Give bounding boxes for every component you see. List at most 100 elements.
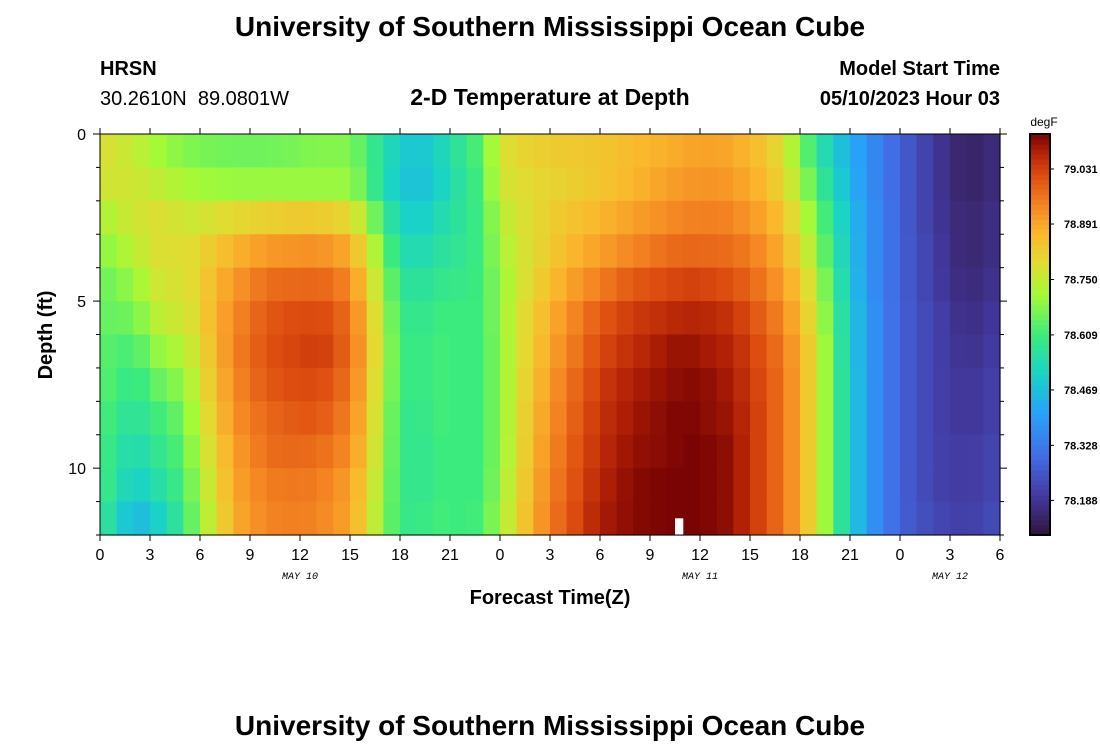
heatmap-cell — [133, 434, 151, 469]
heatmap-cell — [900, 234, 918, 269]
heatmap-cell — [533, 334, 551, 369]
heatmap-cell — [466, 468, 484, 503]
heatmap-cell — [216, 267, 234, 302]
heatmap-cell — [766, 334, 784, 369]
heatmap-cell — [216, 501, 234, 536]
heatmap-cell — [283, 301, 301, 336]
heatmap-cell — [650, 334, 668, 369]
heatmap-cell — [950, 334, 968, 369]
heatmap-cell — [800, 334, 818, 369]
heatmap-cell — [666, 334, 684, 369]
plot-title: 2-D Temperature at Depth — [410, 84, 689, 110]
heatmap-cell — [216, 334, 234, 369]
heatmap-cell — [516, 334, 534, 369]
heatmap-cell — [466, 234, 484, 269]
heatmap-cell — [700, 334, 718, 369]
heatmap-cell — [500, 501, 518, 536]
heatmap-cell — [566, 501, 584, 536]
colorbar-segment — [1030, 329, 1050, 336]
heatmap-cell — [600, 468, 618, 503]
heatmap-cell — [833, 367, 851, 402]
heatmap-cell — [716, 334, 734, 369]
colorbar-segment — [1030, 254, 1050, 260]
heatmap-cell — [566, 200, 584, 235]
heatmap-cell — [566, 301, 584, 336]
heatmap-cell — [433, 367, 451, 402]
heatmap-cell — [433, 200, 451, 235]
heatmap-cell — [850, 468, 868, 503]
heatmap-cell — [700, 434, 718, 469]
heatmap-cell — [933, 501, 951, 536]
colorbar-segment — [1030, 269, 1050, 275]
colorbar-segment — [1030, 449, 1050, 456]
heatmap-cell — [716, 167, 734, 202]
colorbar-segment — [1030, 354, 1050, 361]
colorbar-segment — [1030, 244, 1050, 250]
colorbar-segment — [1030, 239, 1050, 245]
heatmap-cell — [100, 200, 118, 235]
y-tick-label: 0 — [77, 127, 86, 144]
heatmap-cell — [416, 134, 434, 169]
heatmap-cell — [300, 134, 318, 169]
heatmap-cell — [150, 167, 168, 202]
heatmap-cell — [166, 501, 184, 536]
heatmap-cell — [983, 434, 1001, 469]
heatmap-cell — [966, 167, 984, 202]
colorbar-segment — [1030, 469, 1050, 476]
heatmap-cell — [533, 167, 551, 202]
heatmap-cell — [366, 200, 384, 235]
heatmap-cell — [383, 334, 401, 369]
heatmap-cell — [383, 200, 401, 235]
heatmap-cell — [750, 200, 768, 235]
heatmap-cell — [533, 401, 551, 436]
heatmap-cell — [166, 401, 184, 436]
colorbar-segment — [1030, 314, 1050, 321]
heatmap-cell — [666, 167, 684, 202]
heatmap-cell — [783, 134, 801, 169]
colorbar-segment — [1030, 519, 1050, 526]
heatmap-cell — [333, 200, 351, 235]
colorbar-segment — [1030, 499, 1050, 506]
heatmap-cell — [600, 200, 618, 235]
heatmap-cell — [616, 334, 634, 369]
heatmap-cell — [833, 134, 851, 169]
heatmap-cell — [583, 167, 601, 202]
heatmap-cell — [450, 200, 468, 235]
heatmap-cell — [750, 234, 768, 269]
heatmap-cell — [833, 234, 851, 269]
heatmap-cell — [500, 434, 518, 469]
heatmap-cell — [400, 134, 418, 169]
heatmap-cell — [950, 267, 968, 302]
heatmap-cell — [266, 167, 284, 202]
heatmap-cell — [700, 367, 718, 402]
heatmap-cell — [550, 234, 568, 269]
y-tick-labels: 0 5 10 — [68, 127, 86, 478]
heatmap-cell — [633, 434, 651, 469]
heatmap-cell — [900, 134, 918, 169]
colorbar-segment — [1030, 224, 1050, 230]
heatmap-cell — [700, 267, 718, 302]
heatmap-cell — [916, 134, 934, 169]
heatmap-cell — [366, 167, 384, 202]
heatmap-cell — [250, 434, 268, 469]
heatmap-cell — [966, 468, 984, 503]
heatmap-cell — [250, 167, 268, 202]
heatmap-cell — [900, 401, 918, 436]
colorbar-segment — [1030, 459, 1050, 466]
heatmap-cell — [133, 134, 151, 169]
heatmap-cell — [816, 200, 834, 235]
heatmap-cell — [183, 234, 201, 269]
heatmap-cell — [416, 200, 434, 235]
heatmap-cell — [733, 167, 751, 202]
heatmap-cell — [666, 434, 684, 469]
heatmap-cell — [133, 167, 151, 202]
heatmap-cell — [516, 468, 534, 503]
heatmap-cell — [383, 367, 401, 402]
colorbar-segment — [1030, 169, 1050, 175]
heatmap-cell — [366, 301, 384, 336]
heatmap-cell — [633, 401, 651, 436]
heatmap-cell — [650, 200, 668, 235]
heatmap-cell — [250, 501, 268, 536]
heatmap-cell — [783, 367, 801, 402]
heatmap-cell — [483, 334, 501, 369]
